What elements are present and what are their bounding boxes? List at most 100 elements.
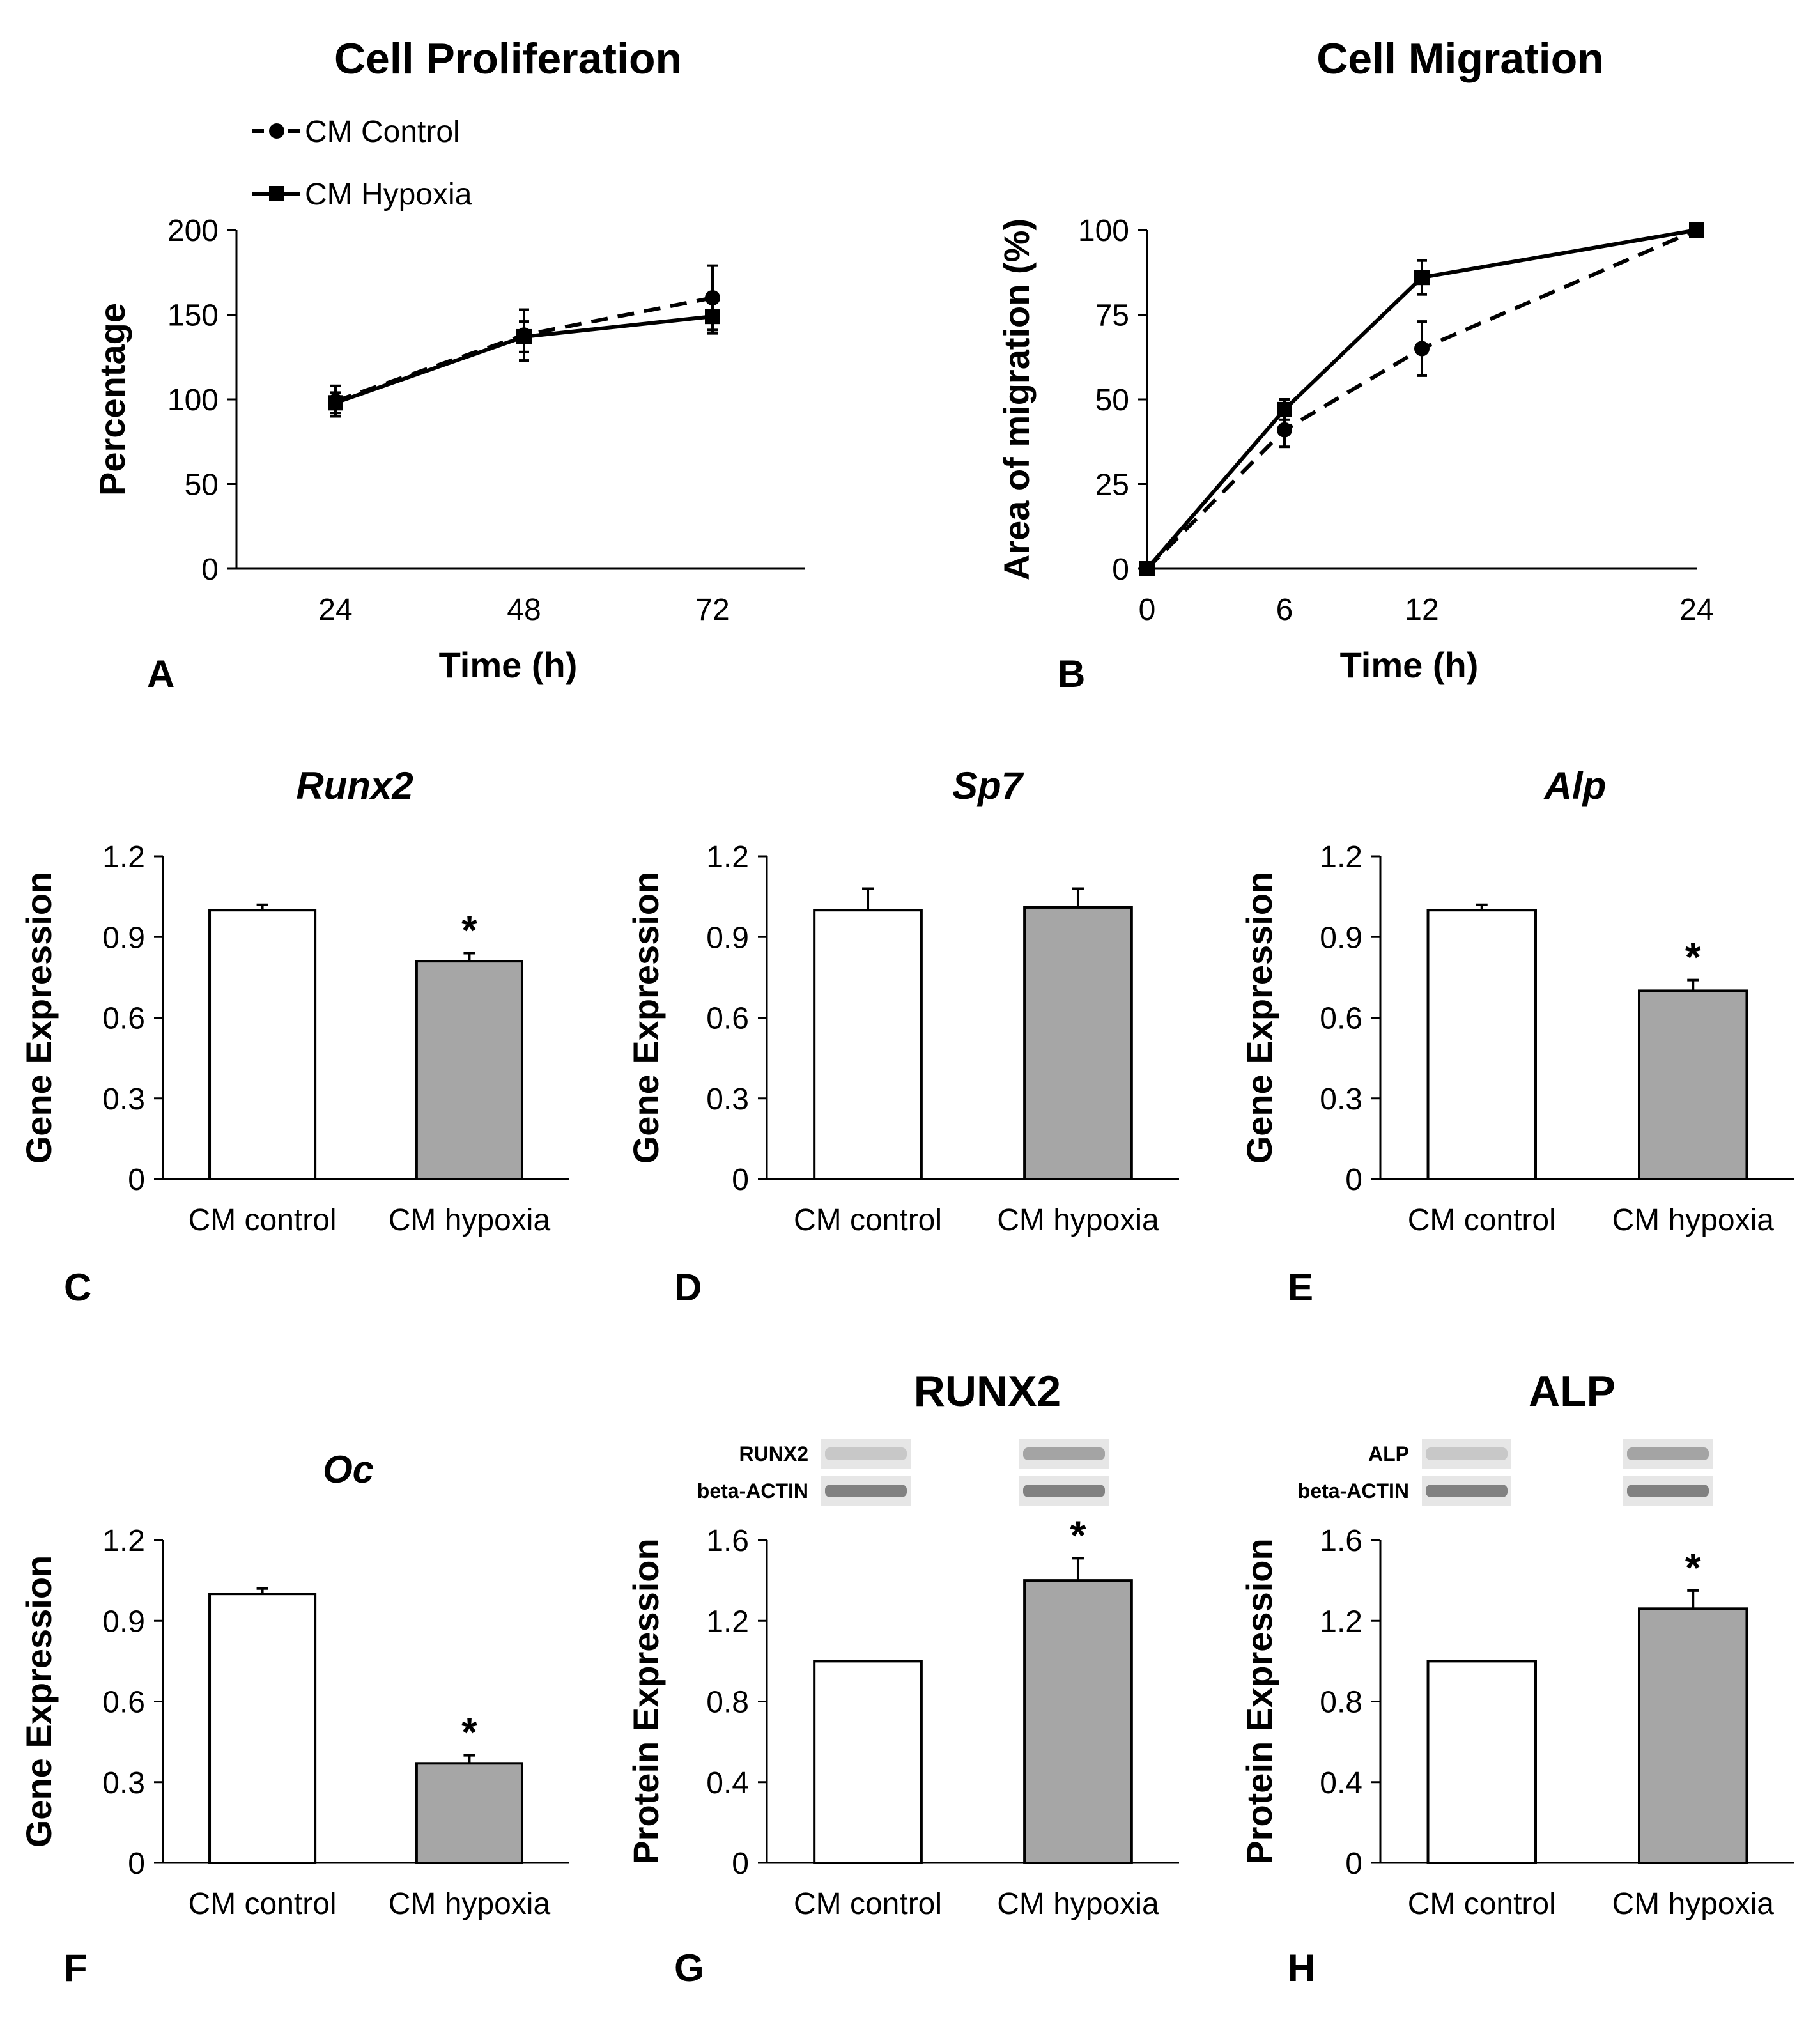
x-tick-label: 48 bbox=[507, 593, 541, 627]
y-tick-label: 0.6 bbox=[102, 1002, 145, 1036]
x-axis-label: Time (h) bbox=[1340, 645, 1479, 685]
bar-cm-hypoxia bbox=[1638, 1607, 1748, 1864]
category-label: CM control bbox=[794, 1203, 942, 1237]
y-tick-label: 1.6 bbox=[706, 1524, 749, 1558]
y-tick-label: 0 bbox=[128, 1847, 145, 1881]
panel-letter: C bbox=[64, 1266, 91, 1309]
bar-cm-control bbox=[813, 1660, 923, 1864]
y-tick-label: 1.2 bbox=[706, 840, 749, 874]
blot-label: ALP bbox=[1368, 1442, 1409, 1465]
legend-marker-square bbox=[269, 186, 284, 201]
y-tick-label: 1.6 bbox=[1320, 1524, 1362, 1558]
panel-letter: D bbox=[674, 1266, 702, 1309]
x-tick-label: 24 bbox=[1679, 593, 1713, 627]
blot-lane bbox=[821, 1439, 911, 1469]
bar-cm-hypoxia bbox=[1023, 1579, 1133, 1864]
y-axis-label: Area of migration (%) bbox=[996, 219, 1037, 580]
data-point-hypoxia bbox=[516, 328, 532, 344]
y-tick-label: 0 bbox=[732, 1847, 749, 1881]
x-axis-label: Time (h) bbox=[439, 645, 578, 685]
significance-marker: * bbox=[1070, 1512, 1086, 1558]
y-tick-label: 0.6 bbox=[706, 1002, 749, 1036]
chart-title: Oc bbox=[323, 1448, 374, 1491]
y-tick-label: 0 bbox=[1112, 553, 1129, 587]
category-label: CM hypoxia bbox=[997, 1887, 1159, 1921]
y-tick-label: 1.2 bbox=[102, 840, 145, 874]
category-label: CM control bbox=[189, 1887, 337, 1921]
chart-title: Alp bbox=[1543, 764, 1607, 807]
significance-marker: * bbox=[461, 1709, 477, 1755]
y-tick-label: 50 bbox=[1095, 383, 1129, 417]
y-tick-label: 0 bbox=[201, 553, 219, 587]
y-tick-label: 1.2 bbox=[1320, 840, 1362, 874]
y-tick-label: 0 bbox=[1345, 1847, 1362, 1881]
data-point-control bbox=[705, 290, 720, 305]
y-tick-label: 150 bbox=[167, 299, 219, 333]
panel-g: RUNX2 G Protein Expression 0 0.4 0.8 1.2 1.6 CM … bbox=[626, 1367, 1179, 1989]
y-tick-label: 0.3 bbox=[706, 1083, 749, 1116]
y-tick-label: 0 bbox=[732, 1163, 749, 1197]
blot-band bbox=[825, 1447, 907, 1460]
y-tick-label: 0.9 bbox=[1320, 921, 1362, 955]
y-tick-label: 1.2 bbox=[102, 1524, 145, 1558]
bar-cm-control bbox=[813, 909, 923, 1180]
category-label: CM hypoxia bbox=[389, 1887, 551, 1921]
y-tick-label: 0.3 bbox=[1320, 1083, 1362, 1116]
panel-letter: A bbox=[147, 652, 174, 695]
panel-letter: B bbox=[1058, 652, 1085, 695]
blot-band bbox=[1426, 1485, 1508, 1497]
data-point-hypoxia bbox=[1139, 561, 1155, 576]
y-axis-label: Gene Expression bbox=[19, 1555, 59, 1848]
y-axis-label: Gene Expression bbox=[19, 872, 59, 1164]
legend-label: CM Hypoxia bbox=[305, 178, 472, 212]
data-point-hypoxia bbox=[1277, 401, 1292, 417]
x-tick-label: 6 bbox=[1276, 593, 1293, 627]
x-tick-label: 24 bbox=[318, 593, 352, 627]
legend-label: CM Control bbox=[305, 115, 460, 149]
y-tick-label: 0 bbox=[1345, 1163, 1362, 1197]
chart-title: RUNX2 bbox=[914, 1367, 1061, 1416]
chart-title: Cell Migration bbox=[1316, 35, 1604, 83]
y-tick-label: 50 bbox=[185, 468, 219, 502]
y-tick-label: 0.9 bbox=[706, 921, 749, 955]
blot-label: beta-ACTIN bbox=[1298, 1479, 1409, 1502]
y-axis-label: Protein Expression bbox=[1239, 1538, 1279, 1864]
y-tick-label: 0.3 bbox=[102, 1766, 145, 1800]
panel-f: Oc F Gene Expression 0 0.3 0.6 0.9 1.2 CM contro… bbox=[19, 1448, 569, 1989]
chart-title: Runx2 bbox=[296, 764, 413, 807]
y-tick-label: 0.9 bbox=[102, 921, 145, 955]
y-tick-label: 0.4 bbox=[706, 1766, 749, 1800]
panel-letter: E bbox=[1288, 1266, 1313, 1309]
category-label: CM hypoxia bbox=[389, 1203, 551, 1237]
legend-marker-circle bbox=[269, 123, 284, 139]
blot-band bbox=[1023, 1485, 1105, 1497]
x-tick-label: 0 bbox=[1139, 593, 1156, 627]
chart-title: Cell Proliferation bbox=[334, 35, 682, 83]
y-axis-label: Gene Expression bbox=[1239, 872, 1279, 1164]
y-axis-label: Gene Expression bbox=[626, 872, 666, 1164]
y-tick-label: 0.8 bbox=[1320, 1686, 1362, 1720]
blot-band bbox=[1023, 1447, 1105, 1460]
category-label: CM control bbox=[1408, 1203, 1556, 1237]
bar-cm-hypoxia bbox=[415, 1762, 523, 1865]
bar-cm-control bbox=[208, 1593, 317, 1865]
y-tick-label: 100 bbox=[1078, 214, 1129, 248]
category-label: CM control bbox=[189, 1203, 337, 1237]
category-label: CM hypoxia bbox=[1612, 1887, 1775, 1921]
bar-cm-hypoxia bbox=[1638, 989, 1748, 1180]
bar-cm-control bbox=[1426, 1660, 1538, 1864]
y-tick-label: 0.6 bbox=[102, 1686, 145, 1720]
blot-label: beta-ACTIN bbox=[697, 1479, 808, 1502]
y-tick-label: 0.9 bbox=[102, 1605, 145, 1639]
blot-label: RUNX2 bbox=[739, 1442, 808, 1465]
blot-lane bbox=[1422, 1439, 1511, 1469]
panel-a: Cell Proliferation A Percentage 0 50 100 150 20… bbox=[92, 35, 805, 695]
y-axis-label: Protein Expression bbox=[626, 1538, 666, 1864]
blot-band bbox=[1627, 1447, 1709, 1460]
panel-d: Sp7 D Gene Expression 0 0.3 0.6 0.9 1.2 CM contr… bbox=[626, 764, 1179, 1309]
data-point-control bbox=[1414, 341, 1430, 357]
chart-title: Sp7 bbox=[952, 764, 1024, 807]
data-point-hypoxia bbox=[328, 395, 343, 411]
bar-cm-control bbox=[208, 909, 317, 1180]
panel-c: Runx2 C Gene Expression 0 0.3 0.6 0.9 1.2 CM con… bbox=[19, 764, 569, 1309]
